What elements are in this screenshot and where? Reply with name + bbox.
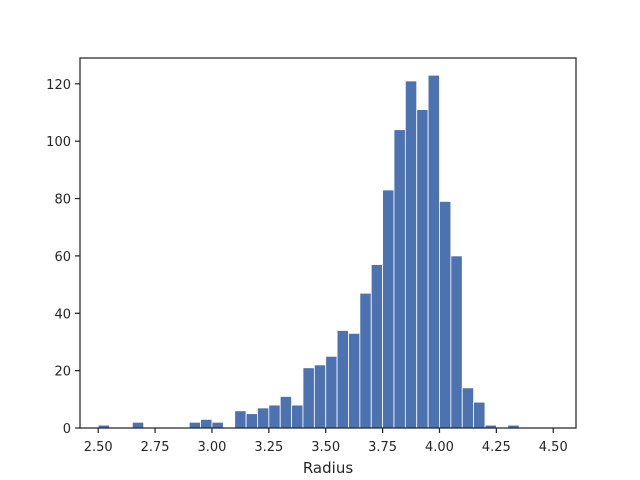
x-axis-label: Radius [303, 459, 353, 477]
histogram-bar [393, 129, 406, 429]
x-axis-ticks: 2.50 2.75 3.00 3.25 3.50 3.75 4.00 4.25 4.50 [84, 428, 568, 455]
histogram-bar [382, 189, 395, 429]
histogram-bar [336, 330, 349, 429]
histogram-bar [348, 332, 361, 429]
histogram-bar [131, 421, 145, 429]
histogram-bar [473, 401, 486, 429]
y-tick-label: 20 [54, 365, 71, 380]
x-tick-label: 4.25 [482, 440, 511, 455]
histogram-bar [188, 421, 201, 429]
histogram-bar [279, 396, 292, 429]
x-tick-label: 4.50 [539, 440, 568, 455]
x-tick-label: 3.75 [368, 440, 397, 455]
histogram-bar [404, 80, 418, 429]
y-tick-label: 80 [54, 193, 71, 208]
x-tick-label: 3.00 [197, 440, 226, 455]
x-tick-label: 2.50 [84, 440, 113, 455]
histogram-bars [97, 74, 520, 429]
histogram-bar [359, 292, 372, 429]
plot-frame [79, 57, 577, 429]
y-tick-label: 60 [54, 250, 71, 265]
y-tick-label: 120 [46, 78, 71, 93]
histogram-bar [325, 355, 338, 429]
x-tick-label: 3.25 [254, 440, 283, 455]
histogram-bar [439, 201, 452, 429]
x-tick-label: 2.75 [141, 440, 170, 455]
histogram-bar [211, 421, 224, 429]
histogram-bar [416, 109, 429, 429]
histogram-bar [370, 264, 384, 429]
x-tick-label: 4.00 [425, 440, 454, 455]
histogram-bar [461, 387, 475, 429]
histogram-bar [427, 74, 440, 429]
histogram-bar [200, 418, 213, 429]
histogram-bar [257, 407, 270, 429]
y-tick-label: 0 [63, 422, 71, 437]
histogram-bar [302, 367, 315, 429]
histogram-bar [291, 404, 304, 429]
histogram-bar [313, 364, 327, 429]
x-tick-label: 3.50 [311, 440, 340, 455]
y-tick-label: 40 [54, 307, 71, 322]
histogram-bar [450, 255, 463, 429]
histogram-bar [245, 413, 258, 429]
histogram-bar [234, 410, 247, 429]
histogram-bar [268, 404, 281, 429]
y-axis-ticks: 0 20 40 60 80 100 120 [46, 78, 80, 437]
y-tick-label: 100 [46, 135, 71, 150]
